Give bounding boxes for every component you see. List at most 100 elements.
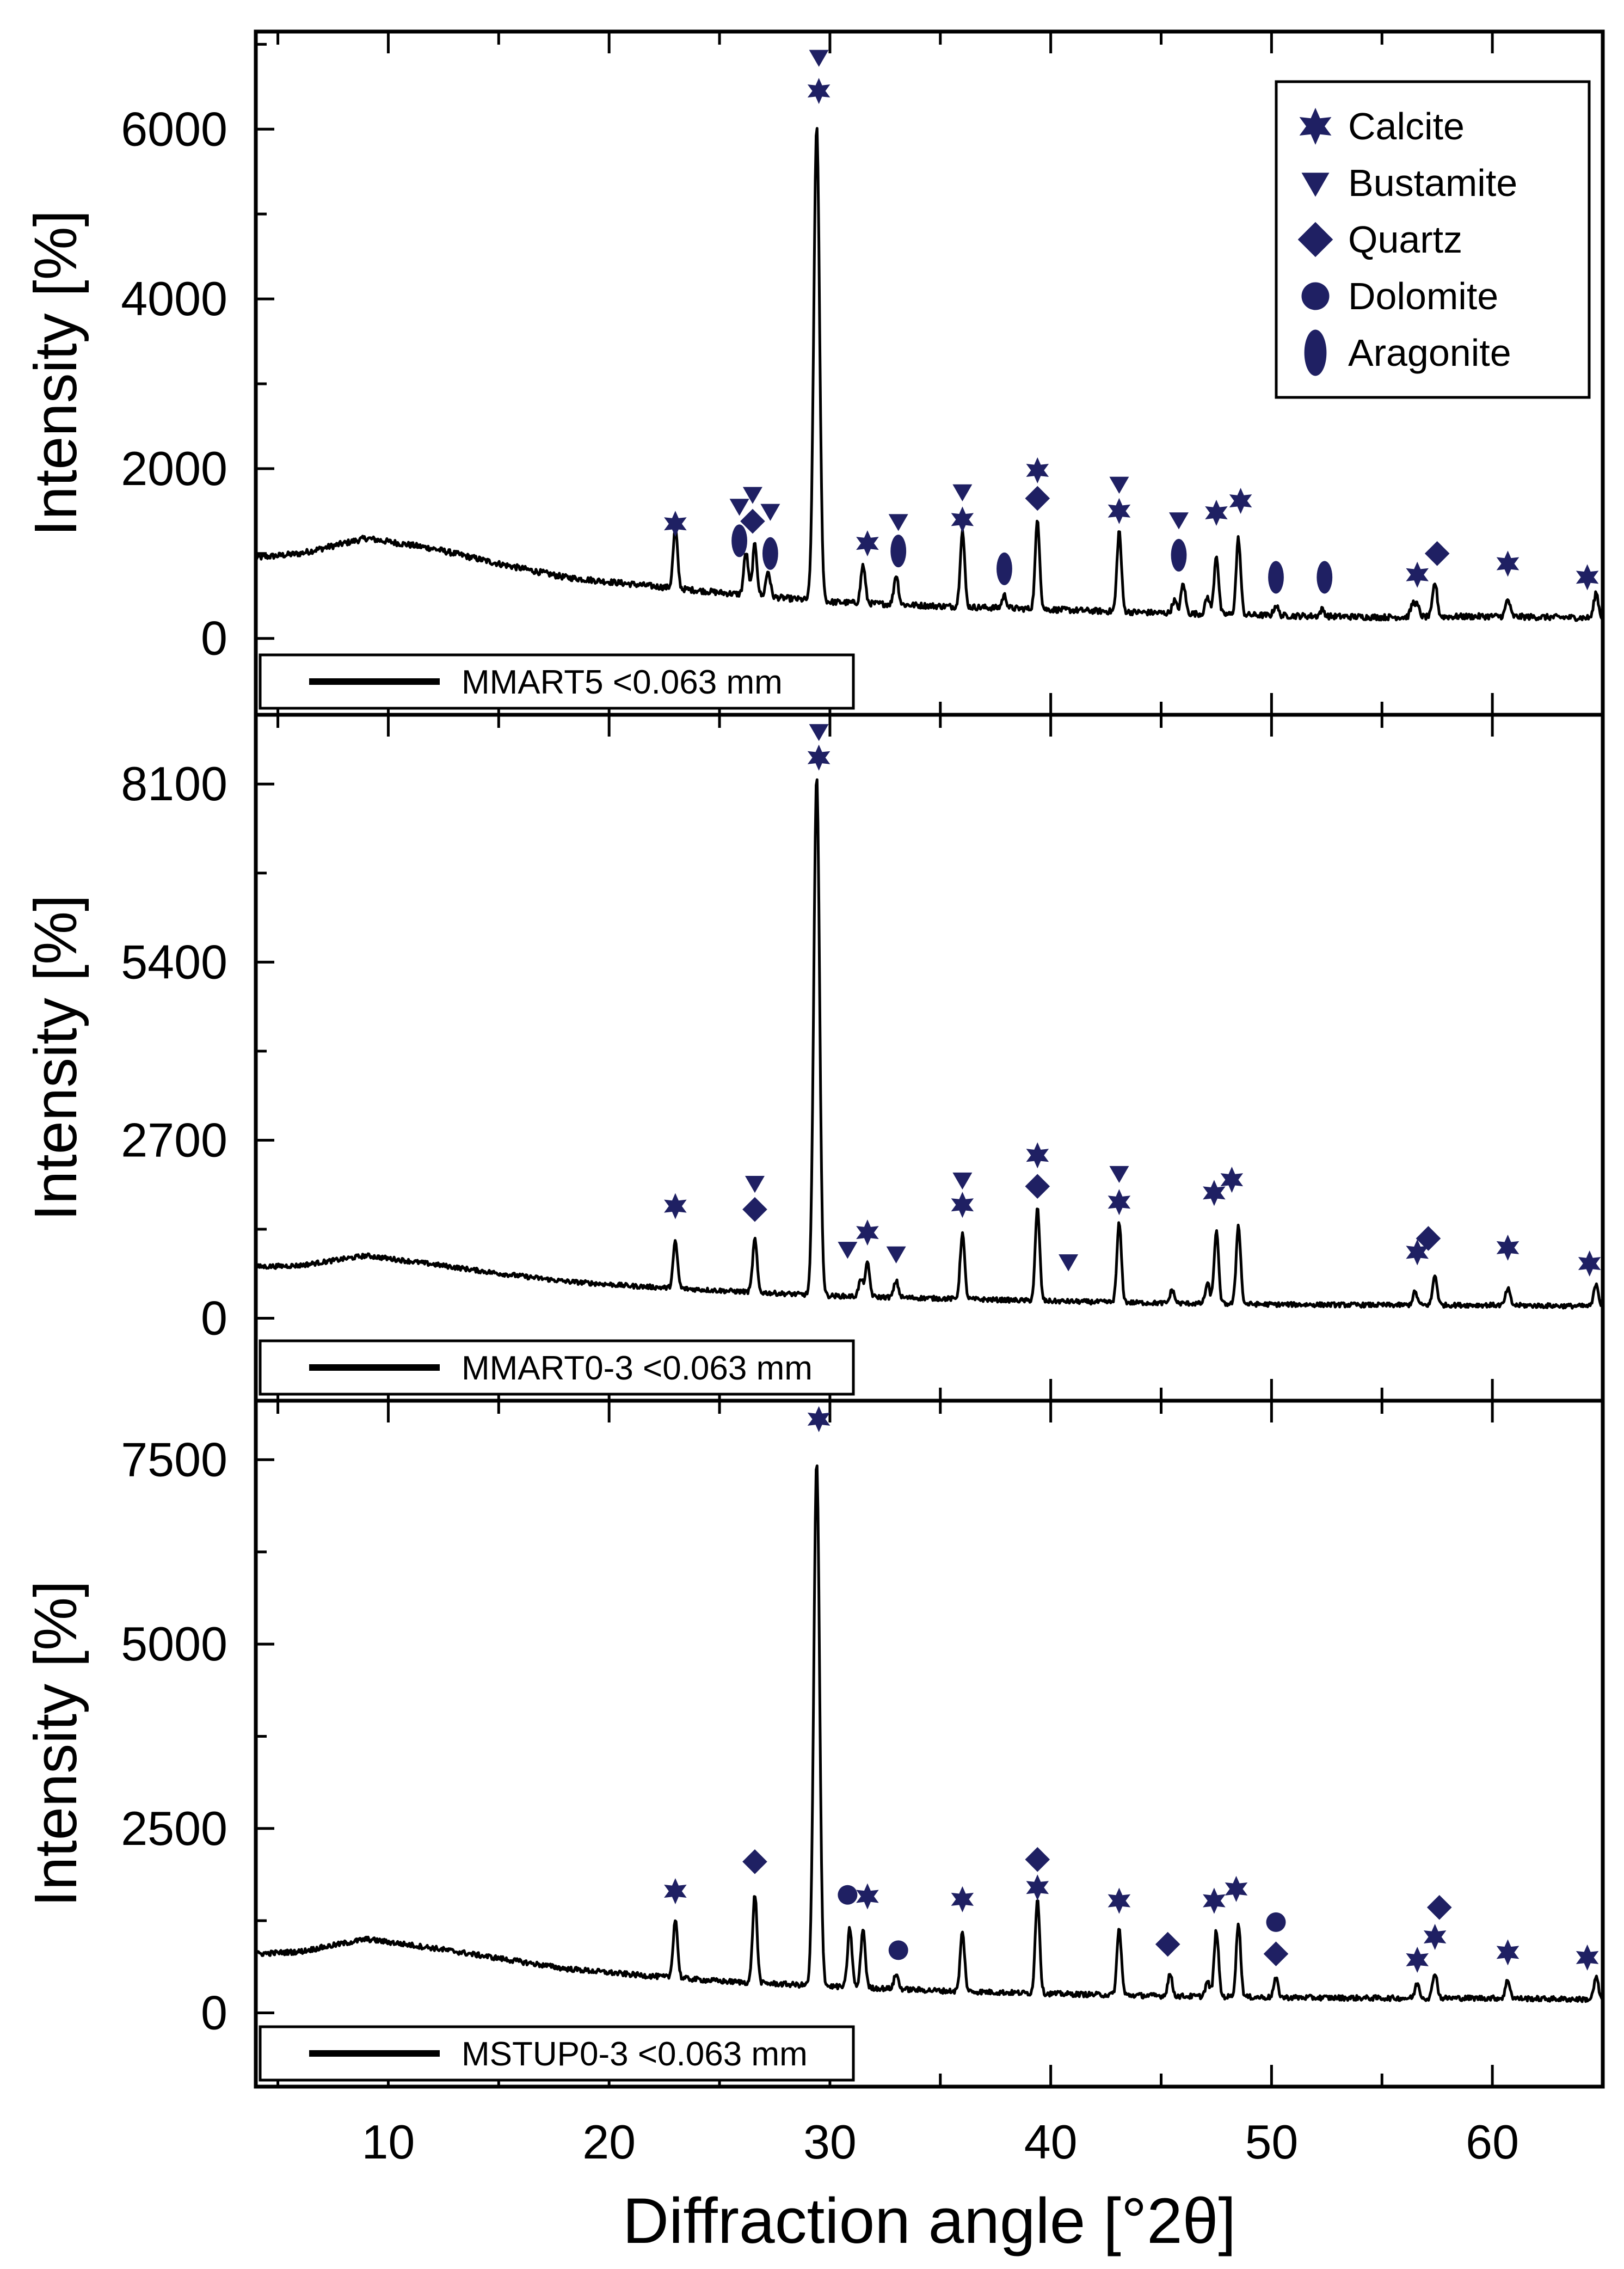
y-tick-label: 2500 (121, 1801, 227, 1855)
marker-star (1205, 500, 1228, 526)
marker-star (1406, 1947, 1429, 1973)
y-tick-label: 0 (201, 611, 227, 665)
marker-triangle (742, 487, 762, 504)
xrd-trace (254, 778, 1604, 1310)
marker-ellipse (1317, 561, 1333, 594)
marker-circle (1266, 1912, 1286, 1932)
marker-star (1203, 1887, 1226, 1914)
x-tick-label: 10 (361, 2115, 415, 2169)
marker-diamond (1416, 1226, 1441, 1251)
legend-label: Dolomite (1348, 275, 1498, 317)
xrd-trace (254, 1464, 1604, 2003)
marker-circle (888, 1940, 908, 1960)
marker-triangle (760, 504, 780, 521)
legend-label: Bustamite (1348, 162, 1517, 204)
marker-star (807, 1406, 831, 1432)
marker-star (1576, 564, 1599, 591)
x-axis: 10 20 30 40 50 60 Diffraction angle [°2θ] (361, 2115, 1519, 2257)
marker-diamond (1424, 541, 1450, 566)
marker-star (1406, 1239, 1429, 1266)
panel-1: 0 2000 4000 6000 Intensity [%] MMART5 <0.063 … (22, 29, 1605, 717)
marker-triangle (809, 50, 829, 67)
marker-star (1108, 1189, 1131, 1216)
marker-star (1576, 1944, 1599, 1971)
marker-star (1026, 457, 1049, 483)
x-tick-label: 30 (803, 2115, 857, 2169)
marker-star (1108, 1887, 1131, 1914)
legend-diamond-icon (1297, 222, 1333, 257)
marker-star (1220, 1167, 1244, 1193)
marker-star (1108, 498, 1131, 524)
sample-name: MSTUP0-3 <0.063 mm (462, 2035, 808, 2073)
legend-circle-icon (1301, 282, 1330, 310)
y-tick-label: 2000 (121, 441, 227, 495)
marker-triangle (1109, 476, 1129, 494)
marker-star (664, 1193, 687, 1219)
marker-ellipse (890, 535, 907, 568)
marker-star (1423, 1924, 1447, 1950)
marker-ellipse (762, 537, 778, 570)
panel-3: 0 2500 5000 7500 Intensity [%] MSTUP0-3 <0.06… (22, 1399, 1605, 2089)
marker-diamond (740, 508, 765, 534)
x-axis-label: Diffraction angle [°2θ] (623, 2185, 1236, 2257)
marker-circle (838, 1885, 858, 1905)
y-axis-label: Intensity [%] (22, 210, 89, 536)
marker-star (951, 506, 974, 533)
marker-star (1578, 1250, 1601, 1277)
marker-star (856, 530, 879, 557)
y-tick-label: 7500 (121, 1432, 227, 1486)
marker-triangle (745, 1175, 765, 1193)
marker-star (1225, 1875, 1248, 1902)
marker-star (1026, 1142, 1049, 1169)
marker-diamond (1426, 1894, 1452, 1920)
legend-label: Calcite (1348, 105, 1465, 148)
sample-name: MMART0-3 <0.063 mm (462, 1350, 813, 1387)
marker-diamond (742, 1197, 767, 1222)
marker-triangle (809, 724, 829, 741)
marker-star (951, 1886, 974, 1912)
legend-ellipse-icon (1304, 329, 1327, 376)
x-tick-label: 50 (1245, 2115, 1298, 2169)
marker-star (1496, 1234, 1520, 1261)
marker-ellipse (996, 552, 1012, 585)
sample-name: MMART5 <0.063 mm (462, 664, 783, 701)
legend-label: Quartz (1348, 218, 1462, 261)
y-tick-label: 2700 (121, 1113, 227, 1167)
marker-diamond (1263, 1941, 1289, 1966)
y-tick-label: 6000 (121, 102, 227, 156)
marker-star (1496, 1939, 1520, 1966)
marker-star (1496, 550, 1520, 577)
y-axis-label: Intensity [%] (22, 1580, 89, 1906)
y-tick-label: 5000 (121, 1617, 227, 1671)
x-tick-label: 20 (582, 2115, 636, 2169)
legend-label: Aragonite (1348, 332, 1511, 374)
marker-star (807, 744, 831, 771)
marker-star (856, 1219, 879, 1246)
marker-star (807, 78, 831, 105)
y-tick-label: 0 (201, 1986, 227, 2040)
y-tick-label: 0 (201, 1291, 227, 1345)
marker-diamond (1025, 486, 1050, 511)
marker-star (951, 1192, 974, 1218)
legend: Calcite Bustamite Quartz Dolomite Aragonite (1275, 80, 1591, 399)
marker-triangle (1109, 1166, 1129, 1183)
x-tick-label: 40 (1024, 2115, 1078, 2169)
marker-star (664, 1878, 687, 1904)
marker-star (664, 511, 687, 537)
x-tick-label: 60 (1466, 2115, 1519, 2169)
y-tick-label: 8100 (121, 757, 227, 811)
panel-frame (254, 1399, 1605, 2089)
marker-triangle (886, 1246, 906, 1264)
marker-triangle (888, 514, 908, 531)
marker-diamond (1025, 1847, 1050, 1872)
marker-diamond (1025, 1174, 1050, 1199)
marker-star (1406, 561, 1429, 588)
marker-ellipse (731, 524, 747, 557)
legend-star-icon (1299, 108, 1332, 145)
marker-triangle (838, 1242, 858, 1259)
marker-star (1203, 1180, 1226, 1206)
y-axis-label: Intensity [%] (22, 894, 89, 1221)
marker-star (1229, 488, 1252, 514)
marker-star (856, 1883, 879, 1910)
